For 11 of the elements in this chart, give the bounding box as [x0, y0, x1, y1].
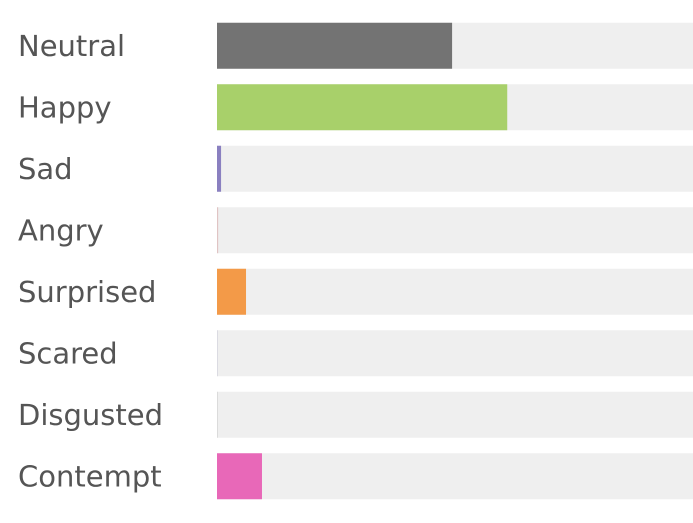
y-tick-label: Neutral: [18, 28, 126, 63]
y-tick-label: Contempt: [18, 459, 162, 494]
y-tick-label: Scared: [18, 336, 118, 370]
bar: [217, 268, 246, 315]
bar: [217, 146, 222, 192]
y-tick-label: Angry: [18, 213, 104, 248]
bar: [217, 453, 262, 500]
y-tick-label: Sad: [18, 152, 73, 186]
y-tick-label: Disgusted: [18, 398, 164, 432]
y-tick-label: Surprised: [18, 274, 156, 309]
y-tick-label: Happy: [18, 90, 112, 124]
